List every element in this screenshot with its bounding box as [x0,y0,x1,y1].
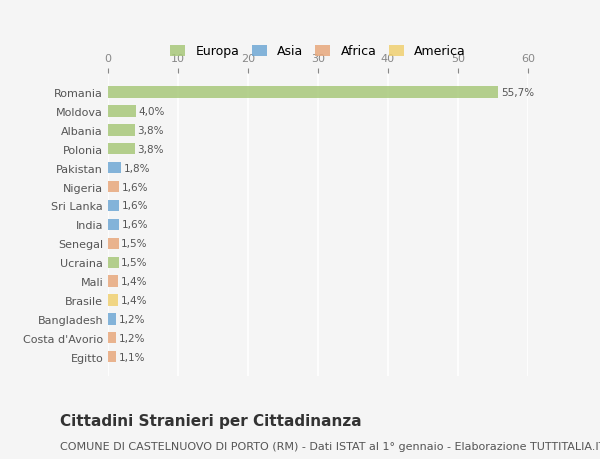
Text: 1,2%: 1,2% [119,333,146,343]
Bar [108,162,121,174]
Bar [108,144,134,155]
Text: COMUNE DI CASTELNUOVO DI PORTO (RM) - Dati ISTAT al 1° gennaio - Elaborazione TU: COMUNE DI CASTELNUOVO DI PORTO (RM) - Da… [60,441,600,451]
Text: Cittadini Stranieri per Cittadinanza: Cittadini Stranieri per Cittadinanza [60,413,362,428]
Text: 1,8%: 1,8% [124,163,150,174]
Bar [108,295,118,306]
Text: 1,4%: 1,4% [121,296,147,305]
Text: 4,0%: 4,0% [139,107,165,117]
Text: 1,4%: 1,4% [121,276,147,286]
Text: 1,6%: 1,6% [122,201,149,211]
Bar [108,201,119,212]
Bar [108,313,116,325]
Bar [108,351,116,363]
Bar [108,87,498,99]
Bar [108,238,119,249]
Bar [108,332,116,344]
Bar [108,276,118,287]
Legend: Europa, Asia, Africa, America: Europa, Asia, Africa, America [166,40,470,63]
Text: 3,8%: 3,8% [137,126,164,135]
Bar [108,257,119,269]
Text: 3,8%: 3,8% [137,145,164,154]
Text: 1,1%: 1,1% [119,352,145,362]
Text: 1,6%: 1,6% [122,182,149,192]
Bar [108,106,136,118]
Bar [108,181,119,193]
Text: 55,7%: 55,7% [500,88,534,98]
Text: 1,5%: 1,5% [121,239,148,249]
Bar [108,219,119,230]
Text: 1,5%: 1,5% [121,257,148,268]
Text: 1,2%: 1,2% [119,314,146,324]
Bar [108,125,134,136]
Text: 1,6%: 1,6% [122,220,149,230]
